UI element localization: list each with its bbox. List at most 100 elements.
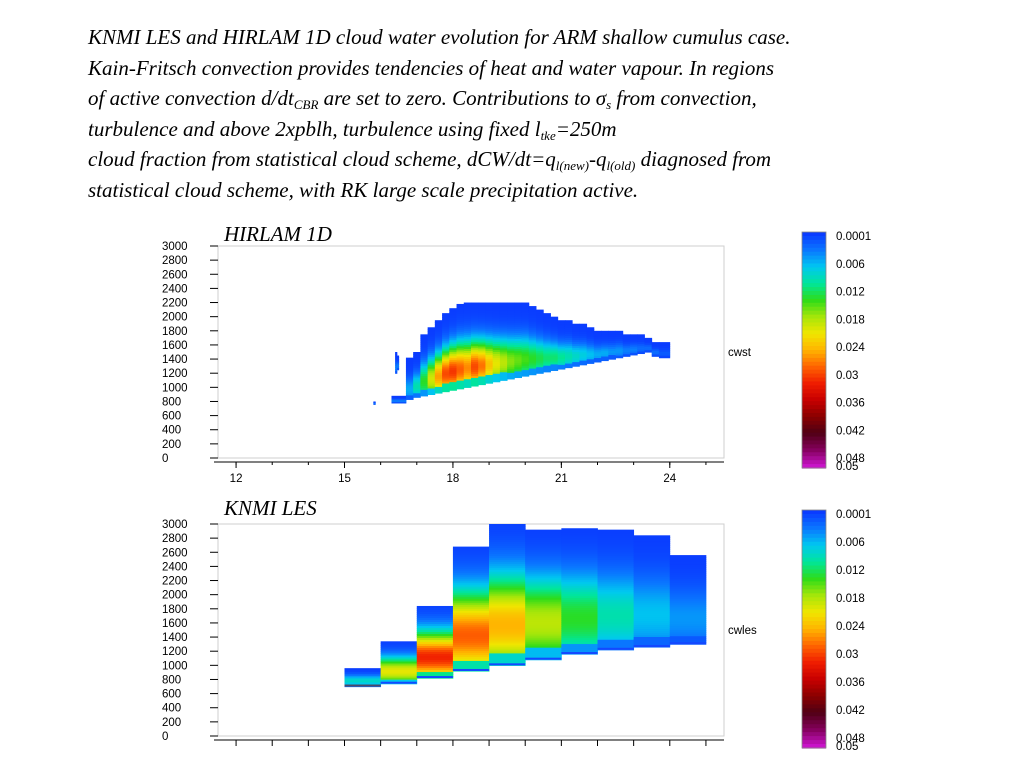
cloud-cell (380, 671, 418, 675)
cloud-cell (449, 320, 457, 323)
cloud-column (579, 323, 588, 366)
cloud-cell (561, 646, 598, 649)
cloud-cell (572, 331, 580, 335)
cloud-cell (471, 377, 479, 381)
cloud-cell (572, 333, 580, 337)
cloud-cell (405, 389, 414, 393)
cloud-cell (452, 620, 490, 624)
colorbar-tick-label: 0.024 (836, 342, 865, 354)
cloud-cell (564, 343, 573, 347)
cloud-cell (395, 361, 398, 365)
cloud-cell (615, 341, 624, 344)
cloud-cell (434, 340, 443, 344)
cloud-cell (489, 565, 526, 569)
cloud-cell (586, 335, 595, 338)
cloud-cell (593, 338, 602, 342)
cloud-cell (507, 316, 515, 320)
cloud-cell (492, 324, 501, 327)
cloud-cell (463, 314, 472, 318)
cloud-cell (586, 347, 595, 350)
cloud-cell (485, 324, 494, 328)
colorbar-segment (802, 541, 826, 547)
cloud-cell (492, 340, 501, 343)
cloud-cell (579, 348, 588, 351)
cloud-cell (572, 337, 580, 341)
cloud-cell (572, 323, 580, 327)
colorbar-segment (802, 589, 826, 594)
cloud-cell (564, 365, 573, 369)
cloud-cell (434, 358, 443, 362)
cloud-cell (413, 379, 421, 383)
cloud-cell (449, 308, 457, 311)
colorbar-segment (802, 416, 826, 422)
colorbar-segment (802, 517, 826, 523)
cloud-cell (489, 539, 526, 543)
cloud-cell (452, 604, 490, 608)
cloud-cell (633, 605, 671, 608)
colorbar-segment (802, 239, 826, 245)
cloud-cell (536, 343, 544, 346)
cloud-cell (507, 326, 515, 330)
cloud-cell (528, 372, 537, 376)
y-tick-label: 1000 (162, 382, 188, 394)
cloud-cell (434, 354, 443, 358)
cloud-cell (521, 342, 530, 345)
cloud-cell (499, 330, 508, 334)
cloud-cell (536, 333, 544, 337)
cloud-cell (597, 565, 635, 569)
cloud-cell (557, 334, 566, 338)
cloud-cell (579, 350, 588, 354)
cloud-cell (507, 372, 515, 376)
cloud-cell (528, 310, 537, 313)
cloud-cell (471, 358, 479, 361)
cloud-cell (651, 354, 660, 357)
colorbar-segment (802, 322, 826, 327)
cloud-cell (507, 376, 515, 380)
cloud-cell (669, 578, 707, 582)
cloud-cell (463, 326, 472, 330)
cloud-cell (499, 344, 508, 347)
cloud-cell (478, 380, 486, 384)
cloud-cell (416, 668, 454, 671)
cloud-cell (525, 609, 562, 613)
cloud-cell (499, 320, 508, 324)
colorbar-segment (802, 464, 826, 469)
cloud-cell (456, 350, 465, 353)
cloud-cell (597, 541, 635, 545)
cloud-cell (413, 365, 421, 369)
cloud-cell (471, 356, 479, 359)
cloud-cell (528, 318, 537, 321)
cloud-cell (633, 551, 671, 554)
y-tick-label: 3000 (162, 241, 188, 253)
cloud-cell (525, 539, 562, 543)
cloud-cell (536, 357, 544, 360)
cloud-cell (489, 535, 526, 539)
cloud-cell (463, 328, 472, 332)
cloud-cell (442, 331, 450, 334)
cloud-cell (561, 610, 598, 613)
colorbar-segment (802, 740, 826, 745)
cloud-cell (633, 553, 671, 556)
cloud-cell (463, 332, 472, 336)
cloud-cell (427, 341, 436, 344)
cloud-cell (489, 585, 526, 589)
cloud-column (344, 668, 382, 688)
cloud-cell (572, 356, 580, 359)
cloud-cell (669, 626, 707, 629)
cloud-cell (442, 361, 450, 365)
cloud-cell (651, 345, 660, 349)
cloud-cell (550, 330, 559, 334)
cloud-cell (514, 351, 522, 354)
cloud-cell (420, 375, 429, 379)
colorbar-segment (802, 704, 826, 709)
cloud-cell (557, 338, 566, 342)
colorbar-segment (802, 247, 826, 253)
cloud-cell (499, 370, 508, 373)
cloud-cell (420, 385, 429, 389)
cloud-cell (561, 606, 598, 609)
cloud-cell (449, 350, 457, 353)
cloud-cell (463, 350, 472, 354)
cloud-cell (449, 366, 457, 369)
cloud-cell (413, 361, 421, 365)
cloud-cell (456, 344, 465, 347)
